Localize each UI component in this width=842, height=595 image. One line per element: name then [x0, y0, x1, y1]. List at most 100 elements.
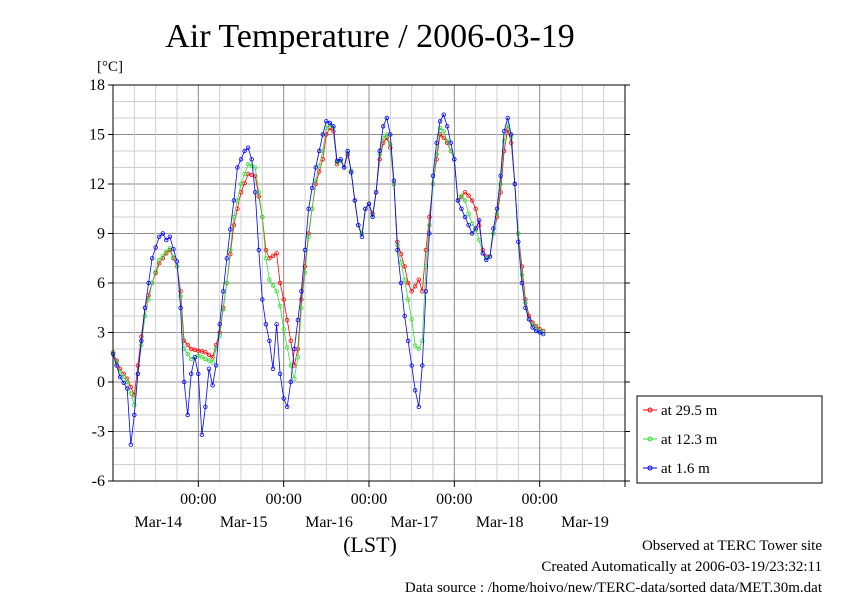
data-point [423, 289, 429, 294]
data-point [434, 140, 439, 145]
data-point [405, 297, 411, 302]
data-point [391, 178, 397, 183]
data-point [263, 247, 269, 253]
data-point [398, 280, 404, 286]
data-point [413, 388, 418, 393]
series-3 [110, 112, 546, 447]
data-point [263, 256, 269, 261]
data-point [537, 330, 542, 335]
data-point [132, 402, 137, 408]
data-point [473, 226, 478, 231]
data-point [530, 325, 535, 330]
data-point [128, 391, 133, 396]
data-point [448, 140, 453, 145]
data-point [228, 227, 233, 232]
series-line [112, 127, 544, 397]
data-point [281, 327, 286, 332]
data-point [146, 297, 151, 302]
y-tick-label: 3 [97, 325, 105, 342]
data-point [171, 246, 176, 252]
data-point [402, 264, 407, 269]
x-tick-date-label: Mar-17 [390, 514, 438, 531]
data-point [263, 322, 269, 327]
data-point [377, 148, 382, 154]
data-point [309, 185, 315, 191]
data-point [427, 231, 432, 236]
footer-created: Created Automatically at 2006-03-19/23:3… [541, 559, 822, 575]
series-group [110, 112, 546, 447]
data-point [313, 165, 318, 170]
data-point [441, 128, 446, 134]
y-tick-label: 6 [97, 275, 105, 292]
data-point [267, 277, 272, 282]
y-tick-label: -6 [92, 473, 105, 490]
data-point [505, 127, 510, 132]
data-point [501, 138, 507, 144]
data-point [224, 280, 229, 286]
x-tick-date-label: Mar-16 [305, 514, 353, 531]
data-point [477, 218, 482, 223]
data-point [484, 257, 489, 263]
data-point [252, 165, 258, 170]
legend-marker [647, 436, 653, 442]
data-point [288, 379, 293, 385]
data-point [519, 272, 525, 277]
data-point [427, 214, 432, 220]
data-point [317, 169, 322, 174]
data-point [462, 214, 468, 220]
data-point [210, 383, 215, 388]
data-point [459, 206, 464, 211]
data-point [181, 379, 187, 385]
data-point [277, 371, 283, 376]
data-point [188, 356, 194, 362]
data-point [231, 198, 237, 203]
data-point [121, 380, 126, 385]
data-point [462, 198, 468, 203]
data-point [501, 128, 507, 134]
data-point [260, 214, 265, 220]
x-tick-date-label: Mar-14 [134, 514, 182, 531]
data-point [277, 303, 283, 309]
data-point [270, 253, 276, 258]
data-point [267, 338, 272, 343]
data-point [327, 120, 333, 126]
legend-label: at 29.5 m [661, 403, 718, 419]
data-point [196, 353, 201, 358]
data-point [405, 280, 411, 286]
data-point [260, 297, 265, 302]
data-point [398, 260, 404, 265]
y-axis-unit-label: [°C] [97, 59, 123, 75]
data-point [526, 317, 532, 322]
data-point [124, 386, 130, 391]
data-point [402, 313, 407, 319]
data-point [281, 396, 286, 401]
data-point [427, 222, 432, 228]
x-tick-time-label: 00:00 [351, 491, 387, 508]
legend-label: at 12.3 m [661, 432, 718, 448]
data-point [160, 253, 165, 258]
data-point [366, 201, 372, 206]
data-point [423, 247, 429, 253]
data-point [469, 198, 475, 203]
y-axis-ticks: 18 15 12 9 6 3 0 -3 -6 [89, 77, 630, 490]
data-point [242, 171, 247, 177]
footer-site: Observed at TERC Tower site [642, 538, 822, 554]
data-point [199, 355, 205, 360]
legend-box [636, 395, 823, 484]
data-point [541, 331, 546, 337]
data-point [370, 213, 375, 218]
data-point [142, 313, 148, 319]
x-tick-time-label: 00:00 [521, 491, 557, 508]
data-point [299, 289, 304, 294]
data-point [206, 358, 212, 363]
data-point [313, 178, 318, 183]
data-point [249, 163, 254, 168]
data-point [210, 355, 215, 360]
data-point [345, 148, 350, 154]
data-point [299, 297, 304, 302]
series-2 [110, 122, 546, 408]
data-point [228, 247, 233, 253]
data-point [381, 140, 386, 145]
legend-marker [647, 407, 653, 413]
